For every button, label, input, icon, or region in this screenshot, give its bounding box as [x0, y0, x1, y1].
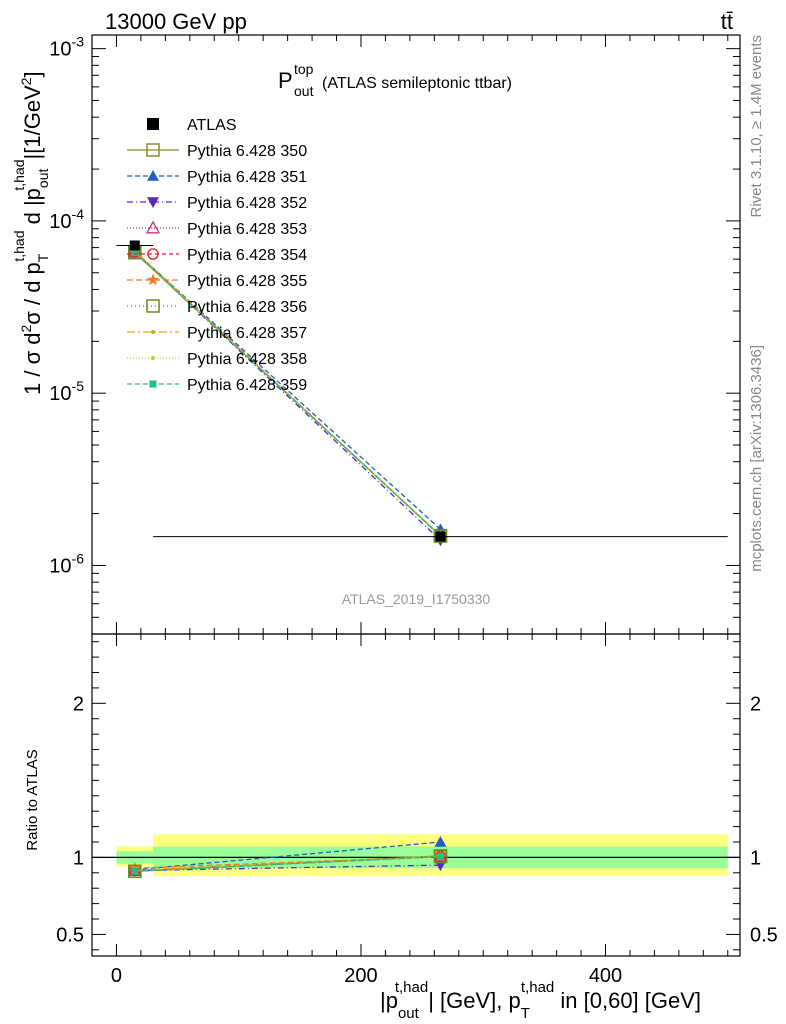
series-line [134, 250, 441, 530]
x-tick-label: 400 [589, 965, 622, 987]
legend-item: Pythia 6.428 355 [127, 273, 307, 290]
marker-small-square [436, 853, 444, 861]
ratio-plot-frame [91, 633, 741, 957]
mcplots-label: mcplots.cern.ch [arXiv:1306.3436] [748, 345, 765, 572]
marker-small-dot [151, 330, 155, 334]
title-sup: top [294, 61, 314, 77]
ratio-tick-label-left: 0.5 [56, 924, 84, 946]
y-tick-label: 10-6 [49, 550, 84, 577]
axes: 0 200 400 10-6 10-5 10-4 10-3 0.5 0.5 1 1 2 2 [49, 34, 778, 987]
legend-label: ATLAS [187, 117, 237, 134]
ratio-tick-label-left: 1 [73, 847, 84, 869]
marker-triangle-up [147, 170, 159, 181]
legend-item: Pythia 6.428 356 [127, 299, 307, 316]
legend-label: Pythia 6.428 352 [187, 195, 307, 212]
legend-item: Pythia 6.428 351 [127, 169, 307, 186]
y-tick-label: 10-3 [49, 34, 84, 61]
svg-text:1 / σ d2σ / d pTt,had d |pou: 1 / σ d2σ / d pTt,had d |poutt,had|[1/Ge… [11, 71, 51, 395]
ratio-tick-label-right: 2 [750, 693, 761, 715]
marker-filled-square [147, 118, 159, 130]
marker-triangle-up [434, 835, 447, 847]
marker-small-dot [151, 356, 155, 360]
x-tick-label: 200 [344, 965, 377, 987]
marker-open-square [128, 864, 142, 879]
marker-open-square [433, 529, 448, 543]
legend-label: Pythia 6.428 354 [187, 247, 307, 264]
title-main: P [278, 68, 293, 93]
legend-label: Pythia 6.428 359 [187, 377, 307, 394]
legend-item: Pythia 6.428 350 [127, 143, 307, 160]
ratio-tick-label-right: 0.5 [750, 924, 778, 946]
legend-item: Pythia 6.428 359 [127, 377, 307, 394]
marker-small-square [149, 380, 157, 388]
legend-label: Pythia 6.428 358 [187, 351, 307, 368]
ratio-tick-label-right: 1 [750, 847, 761, 869]
main-series [127, 244, 448, 547]
marker-open-square [146, 299, 160, 313]
marker-small-square [131, 867, 139, 875]
marker-star [128, 861, 142, 874]
legend-label: Pythia 6.428 350 [187, 143, 307, 160]
legend-label: Pythia 6.428 356 [187, 299, 307, 316]
analysis-id: ATLAS_2019_I1750330 [342, 591, 491, 607]
x-axis-title: |poutt,had| [GeV], pTt,had in [0,60] [Ge… [380, 979, 701, 1022]
marker-small-square [131, 249, 139, 257]
legend-item: Pythia 6.428 352 [127, 195, 307, 212]
legend-item: Pythia 6.428 358 [127, 351, 307, 368]
ratio-series-line [134, 864, 441, 872]
title-sub: out [294, 83, 314, 99]
marker-triangle-down [147, 197, 159, 208]
series-line [134, 251, 441, 537]
marker-filled-square [435, 531, 446, 542]
y-tick-label: 10-4 [49, 206, 84, 233]
ratio-y-axis-title: Ratio to ATLAS [24, 749, 41, 850]
marker-open-triangle [145, 220, 161, 234]
legend: ATLAS Pythia 6.428 350 Pythia 6.428 351 Pyt… [127, 117, 307, 394]
legend-item: Pythia 6.428 353 [127, 220, 307, 238]
legend-label: Pythia 6.428 357 [187, 325, 307, 342]
title-rest: (ATLAS semileptonic ttbar) [322, 75, 512, 92]
ratio-tick-label-left: 2 [73, 693, 84, 715]
legend-item: Pythia 6.428 357 [127, 325, 307, 342]
ratio-series-line [134, 841, 441, 871]
x-tick-label: 0 [111, 965, 122, 987]
data-points [116, 240, 728, 542]
ratio-series-line [134, 855, 441, 872]
legend-item-data: ATLAS [147, 117, 237, 134]
legend-label: Pythia 6.428 351 [187, 169, 307, 186]
y-tick-label: 10-5 [49, 378, 84, 405]
y-axis-title: 1 / σ d2σ / d pTt,had d |poutt,had|[1/Ge… [11, 71, 51, 395]
series-line [134, 252, 441, 537]
process-label: tt̄ [721, 9, 733, 34]
ratio-series [127, 835, 448, 879]
svg-text:|poutt,had| [GeV], pTt,had in: |poutt,had| [GeV], pTt,had in [0,60] [Ge… [380, 979, 701, 1022]
legend-item: Pythia 6.428 354 [127, 247, 307, 264]
chart-title: P top out (ATLAS semileptonic ttbar) [278, 61, 512, 99]
marker-open-circle [147, 248, 159, 260]
energy-label: 13000 GeV pp [105, 9, 247, 34]
legend-label: Pythia 6.428 353 [187, 221, 307, 238]
marker-star [146, 273, 160, 286]
rivet-label: Rivet 3.1.10, ≥ 1.4M events [748, 35, 765, 218]
marker-filled-square [129, 240, 140, 251]
legend-label: Pythia 6.428 355 [187, 273, 307, 290]
marker-open-square [146, 143, 160, 157]
